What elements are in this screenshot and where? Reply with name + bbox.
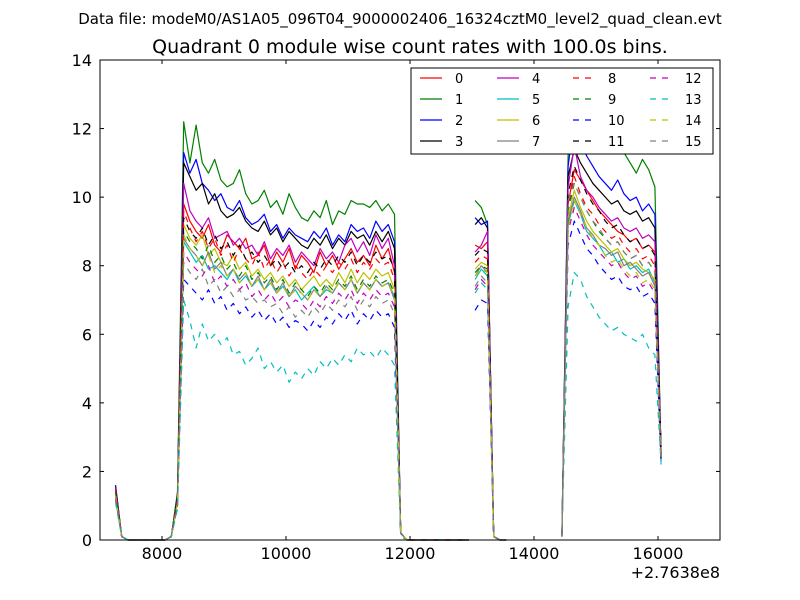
series-14-line-0 — [114, 234, 469, 541]
legend-box — [410, 67, 714, 155]
legend-label-0: 0 — [455, 72, 463, 87]
series-15-line-2 — [561, 182, 662, 537]
series-13-line-0 — [114, 299, 469, 541]
series-3-line-2 — [561, 148, 662, 537]
x-tick-label: 12000 — [385, 544, 436, 563]
legend-label-8: 8 — [608, 72, 616, 87]
x-tick-label: 10000 — [261, 544, 312, 563]
chart-title: Quadrant 0 module wise count rates with … — [152, 36, 668, 58]
series-15-line-1 — [474, 275, 507, 541]
series-14-line-2 — [561, 199, 662, 537]
legend-label-2: 2 — [455, 114, 463, 129]
series-7-line-2 — [561, 196, 662, 537]
legend-label-12: 12 — [685, 72, 702, 87]
series-8-line-2 — [561, 175, 662, 537]
legend-label-9: 9 — [608, 93, 616, 108]
legend-label-11: 11 — [608, 135, 625, 150]
legend-label-6: 6 — [532, 114, 540, 129]
legend-label-4: 4 — [532, 72, 540, 87]
legend-label-14: 14 — [685, 114, 702, 129]
x-tick-label: 14000 — [509, 544, 560, 563]
legend-label-10: 10 — [608, 114, 625, 129]
legend-label-7: 7 — [532, 135, 540, 150]
legend-label-1: 1 — [455, 93, 463, 108]
series-10-line-2 — [561, 220, 662, 537]
y-tick-label: 8 — [82, 257, 92, 276]
legend-label-15: 15 — [685, 135, 702, 150]
y-tick-label: 14 — [72, 51, 92, 70]
series-11-line-2 — [561, 165, 662, 537]
x-offset-label: +2.7638e8 — [631, 563, 720, 582]
legend-label-5: 5 — [532, 93, 540, 108]
y-tick-label: 2 — [82, 462, 92, 481]
x-tick-label: 8000 — [142, 544, 183, 563]
series-6-line-2 — [561, 189, 662, 537]
y-tick-label: 4 — [82, 394, 92, 413]
series-4-line-2 — [561, 145, 662, 537]
series-12-line-2 — [561, 206, 662, 537]
legend-label-13: 13 — [685, 93, 702, 108]
y-tick-label: 12 — [72, 120, 92, 139]
y-tick-label: 0 — [82, 531, 92, 550]
x-tick-label: 16000 — [633, 544, 684, 563]
y-tick-label: 10 — [72, 188, 92, 207]
data-file-suptitle: Data file: modeM0/AS1A05_096T04_90000024… — [78, 10, 722, 29]
legend-label-3: 3 — [455, 135, 463, 150]
y-tick-label: 6 — [82, 325, 92, 344]
